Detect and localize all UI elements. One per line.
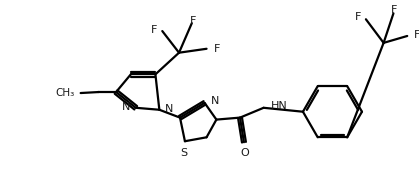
Text: N: N [210,96,219,106]
Text: N: N [165,104,173,114]
Text: N: N [122,102,130,112]
Text: S: S [180,148,187,158]
Text: F: F [190,16,196,26]
Text: F: F [391,5,398,15]
Text: F: F [213,44,220,54]
Text: F: F [414,30,419,40]
Text: F: F [354,12,361,22]
Text: HN: HN [271,101,287,111]
Text: CH₃: CH₃ [55,88,75,98]
Text: F: F [151,25,158,35]
Text: O: O [241,148,249,158]
